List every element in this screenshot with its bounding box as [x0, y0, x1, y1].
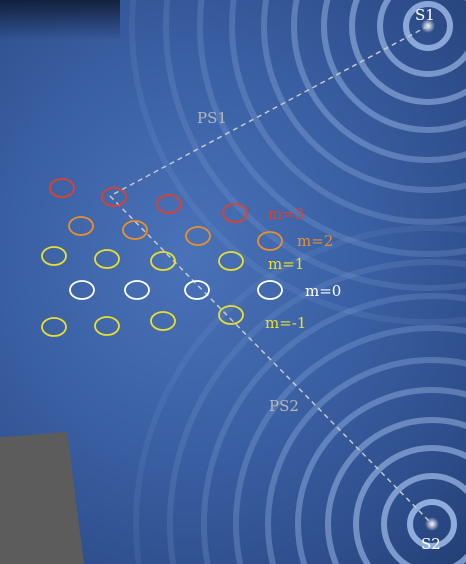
path-ps2-line: [109, 195, 433, 525]
wavefront-ring: [349, 0, 466, 105]
order-m0-label: m=0: [305, 282, 342, 300]
maximum-marker: [101, 187, 127, 207]
maximum-marker: [94, 249, 120, 269]
maximum-marker: [222, 203, 248, 223]
wavefront-ring: [353, 445, 466, 564]
maximum-marker: [68, 216, 94, 236]
maximum-marker: [156, 194, 182, 214]
wavefront-ring: [133, 225, 466, 564]
wavefronts-s1: [129, 0, 466, 325]
path-ps2-label: PS2: [269, 397, 299, 415]
wavefront-ring: [129, 0, 466, 325]
source-s2-label: S2: [421, 535, 441, 553]
maximum-marker: [41, 246, 67, 266]
maximum-marker: [41, 317, 67, 337]
path-ps1-line: [109, 25, 429, 197]
wavefront-ring: [381, 473, 466, 564]
source-s1-label: S1: [415, 6, 435, 24]
wavefront-ring: [325, 417, 466, 564]
order-m1-label: m=1: [268, 255, 305, 273]
maximum-marker: [150, 311, 176, 331]
wavefront-ring: [229, 0, 466, 225]
order-m1-markers: [41, 246, 244, 271]
maximum-marker: [257, 231, 283, 251]
wavefront-ring: [201, 293, 466, 564]
wavefront-ring: [265, 357, 466, 564]
wavefronts-s2: [133, 225, 466, 564]
wavefront-ring: [321, 0, 466, 133]
order-m-1-markers: [41, 305, 244, 337]
order-m-1-label: m=-1: [265, 314, 307, 332]
maximum-marker: [69, 280, 95, 300]
wavefront-ring: [233, 325, 466, 564]
maximum-marker: [94, 316, 120, 336]
top-shadow: [0, 0, 120, 40]
wavefront-ring: [197, 0, 466, 257]
wavefront-ring: [167, 259, 466, 564]
wavefront-ring: [377, 0, 466, 77]
order-m2-label: m=2: [297, 232, 334, 250]
wavefront-ring: [261, 0, 466, 193]
path-ps1-label: PS1: [197, 109, 227, 127]
maximum-marker: [122, 220, 148, 240]
maximum-marker: [185, 226, 211, 246]
wavefront-ring: [407, 499, 457, 549]
wavefront-ring: [403, 1, 453, 51]
order-m3-label: m=3: [268, 205, 305, 223]
order-m3-markers: [49, 178, 248, 223]
order-m0-markers: [69, 280, 283, 300]
maximum-marker: [150, 251, 176, 271]
maximum-marker: [184, 280, 210, 300]
maximum-marker: [218, 305, 244, 325]
wavefront-ring: [291, 0, 466, 163]
maximum-marker: [257, 280, 283, 300]
wavefront-ring: [163, 0, 466, 291]
maximum-marker: [49, 178, 75, 198]
wavefront-ring: [295, 387, 466, 564]
maximum-marker: [124, 280, 150, 300]
order-m2-markers: [68, 216, 283, 251]
maximum-marker: [218, 251, 244, 271]
